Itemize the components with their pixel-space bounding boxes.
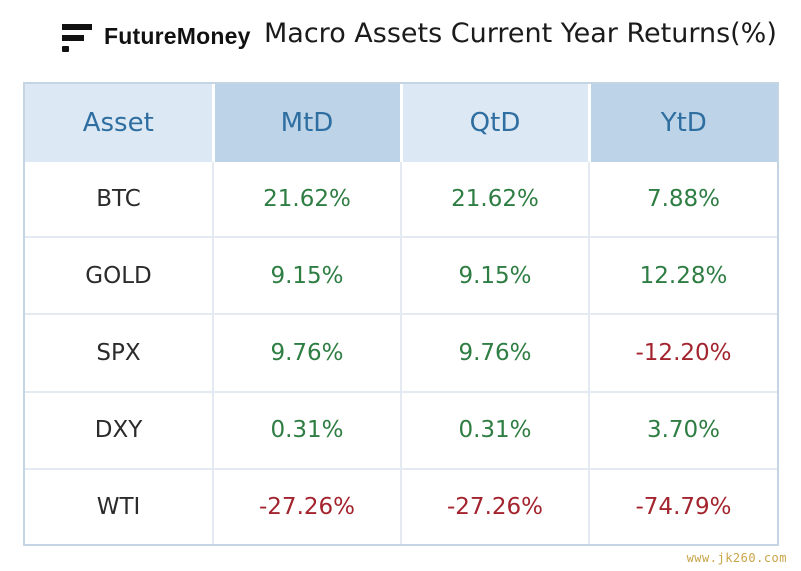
table-row: DXY 0.31% 0.31% 3.70%: [25, 390, 777, 470]
return-cell: 0.31%: [213, 390, 402, 470]
asset-cell: DXY: [25, 390, 214, 470]
return-cell: 9.15%: [401, 235, 590, 315]
return-cell: 9.76%: [213, 313, 402, 392]
page-title: Macro Assets Current Year Returns(%): [264, 18, 777, 49]
table-row: GOLD 9.15% 9.15% 12.28%: [25, 235, 777, 315]
brand-name: FutureMoney: [104, 23, 251, 49]
header: FutureMoney Macro Assets Current Year Re…: [0, 0, 801, 80]
table-row: SPX 9.76% 9.76% -12.20%: [25, 313, 777, 392]
return-cell: 0.31%: [401, 390, 590, 470]
futuremoney-logo-icon: [62, 24, 92, 52]
watermark: www.jk260.com: [686, 551, 787, 565]
return-cell: 9.15%: [213, 235, 402, 315]
return-cell: -12.20%: [589, 313, 777, 392]
column-header-asset: Asset: [25, 84, 215, 162]
column-header-ytd: YtD: [589, 84, 777, 162]
table-row: BTC 21.62% 21.62% 7.88%: [25, 162, 777, 237]
return-cell: -74.79%: [589, 468, 777, 544]
return-cell: 21.62%: [213, 162, 402, 237]
return-cell: 9.76%: [401, 313, 590, 392]
return-cell: 7.88%: [646, 185, 721, 212]
returns-table: Asset MtD QtD YtD BTC 21.62% 21.62% 7.88…: [23, 82, 779, 546]
column-header-mtd: MtD: [213, 84, 403, 162]
asset-cell: BTC: [25, 162, 214, 237]
asset-cell: SPX: [25, 313, 214, 392]
table-header-row: Asset MtD QtD YtD: [25, 84, 777, 162]
asset-cell: GOLD: [25, 235, 214, 315]
column-header-qtd: QtD: [401, 84, 591, 162]
return-cell: 12.28%: [589, 235, 777, 315]
table-row: WTI -27.26% -27.26% -74.79%: [25, 468, 777, 544]
return-cell: -27.26%: [401, 468, 590, 544]
return-cell: 21.62%: [401, 162, 590, 237]
asset-cell: WTI: [25, 468, 214, 544]
return-cell: -27.26%: [213, 468, 402, 544]
return-cell: 3.70%: [589, 390, 777, 470]
